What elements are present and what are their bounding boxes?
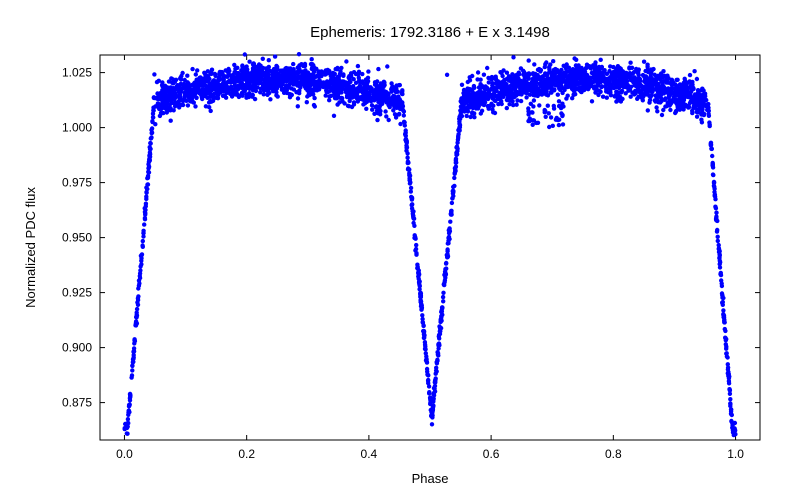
svg-text:0.8: 0.8 — [605, 447, 622, 461]
svg-text:1.025: 1.025 — [62, 66, 92, 80]
svg-text:0.4: 0.4 — [361, 447, 378, 461]
svg-text:0.0: 0.0 — [116, 447, 133, 461]
svg-text:0.925: 0.925 — [62, 286, 92, 300]
phase-fold-chart: 0.0 0.2 0.4 0.6 0.8 1.0 0.875 0.900 0.925 0.950 0… — [0, 0, 800, 500]
svg-text:0.2: 0.2 — [238, 447, 255, 461]
svg-text:0.900: 0.900 — [62, 341, 92, 355]
x-axis-label: Phase — [412, 471, 449, 486]
svg-text:0.975: 0.975 — [62, 176, 92, 190]
svg-text:0.6: 0.6 — [483, 447, 500, 461]
svg-text:0.950: 0.950 — [62, 231, 92, 245]
chart-container: 0.0 0.2 0.4 0.6 0.8 1.0 0.875 0.900 0.925 0.950 0… — [0, 0, 800, 500]
svg-text:1.000: 1.000 — [62, 121, 92, 135]
chart-title: Ephemeris: 1792.3186 + E x 3.1498 — [310, 24, 550, 41]
svg-text:0.875: 0.875 — [62, 396, 92, 410]
y-axis-label: Normalized PDC flux — [23, 187, 38, 308]
svg-text:1.0: 1.0 — [727, 447, 744, 461]
